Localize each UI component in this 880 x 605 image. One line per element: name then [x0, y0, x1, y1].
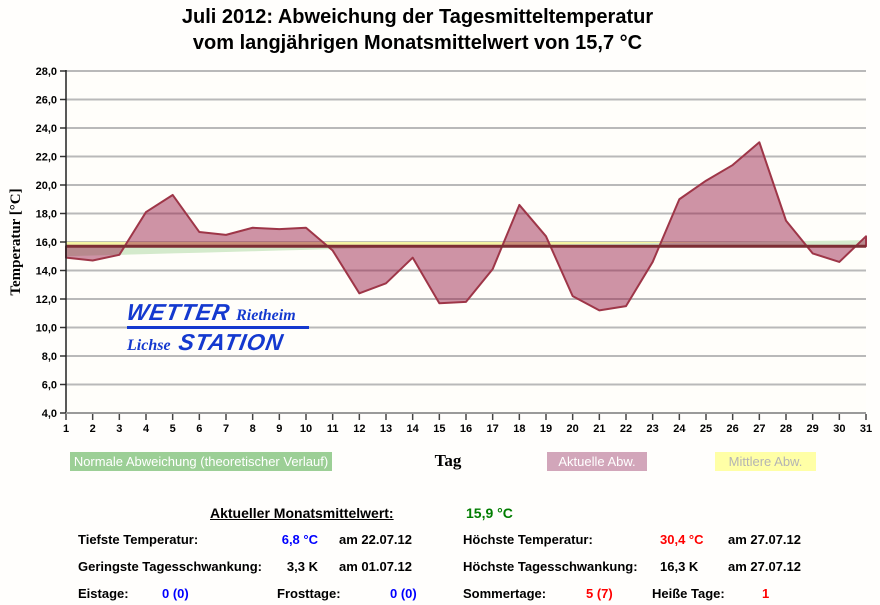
svg-text:6: 6: [196, 423, 202, 435]
svg-text:25: 25: [700, 423, 712, 435]
svg-text:8: 8: [250, 423, 256, 435]
svg-text:11: 11: [327, 423, 339, 435]
svg-text:14,0: 14,0: [36, 266, 57, 278]
svg-text:15: 15: [433, 423, 445, 435]
logo-region-rietheim: Rietheim: [236, 307, 296, 324]
tiefste-temperatur-label: Tiefste Temperatur:: [78, 532, 199, 547]
svg-text:6,0: 6,0: [42, 380, 57, 392]
svg-text:4,0: 4,0: [42, 408, 57, 420]
svg-text:10: 10: [300, 423, 312, 435]
svg-text:30: 30: [833, 423, 845, 435]
x-axis-title: Tag: [434, 451, 462, 470]
monthly-mean-value: 15,9 °C: [466, 505, 513, 521]
sommertage-value: 5 (7): [586, 586, 613, 601]
svg-text:24,0: 24,0: [36, 123, 57, 135]
heisse-tage-value: 1: [762, 586, 770, 601]
logo-word-station: STATION: [176, 329, 286, 355]
svg-text:21: 21: [593, 423, 605, 435]
tiefste-temperatur-value: 6,8 °C: [281, 532, 318, 547]
svg-text:22: 22: [620, 423, 632, 435]
svg-text:20,0: 20,0: [36, 180, 57, 192]
svg-text:3: 3: [116, 423, 122, 435]
logo-row-bottom: Lichse STATION: [127, 329, 317, 355]
chart-title-line2: vom langjährigen Monatsmittelwert von 15…: [192, 32, 643, 54]
legend-normale-abweichung: Normale Abweichung (theoretischer Verlau…: [70, 452, 332, 471]
hoechste-temperatur-date: am 27.07.12: [728, 532, 802, 547]
svg-text:10,0: 10,0: [36, 323, 57, 335]
hoechste-temperatur-value: 30,4 °C: [660, 532, 704, 547]
svg-text:28,0: 28,0: [36, 66, 57, 78]
logo-row-top: WETTER Rietheim: [124, 299, 317, 325]
svg-text:4: 4: [143, 423, 150, 435]
geringste-schwankung-date: am 01.07.12: [339, 559, 413, 574]
svg-text:12: 12: [353, 423, 365, 435]
chart-title-line1: Juli 2012: Abweichung der Tagesmitteltem…: [181, 6, 654, 28]
svg-text:5: 5: [170, 423, 176, 435]
frosttage-value: 0 (0): [390, 586, 417, 601]
svg-text:22,0: 22,0: [36, 152, 57, 164]
svg-text:26,0: 26,0: [36, 95, 57, 107]
frosttage-label: Frosttage:: [277, 586, 341, 601]
svg-text:18: 18: [513, 423, 525, 435]
sommertage-label: Sommertage:: [463, 586, 547, 601]
svg-text:29: 29: [807, 423, 819, 435]
svg-text:31: 31: [860, 423, 872, 435]
eistage-value: 0 (0): [162, 586, 189, 601]
hoechste-schwankung-date: am 27.07.12: [728, 559, 802, 574]
geringste-schwankung-label: Geringste Tagesschwankung:: [78, 559, 262, 574]
svg-text:13: 13: [380, 423, 392, 435]
svg-text:18,0: 18,0: [36, 209, 57, 221]
temperature-deviation-chart: 4,0 6,0 8,0 10,0 12,0 14,0 16,0 18,0 20,0 22,0 24,…: [8, 66, 872, 435]
svg-text:24: 24: [673, 423, 686, 435]
svg-text:28: 28: [780, 423, 792, 435]
logo-word-wetter: WETTER: [124, 299, 233, 325]
weather-station-logo: WETTER Rietheim Lichse STATION: [124, 299, 317, 355]
svg-text:8,0: 8,0: [42, 351, 57, 363]
eistage-label: Eistage:: [78, 586, 129, 601]
svg-text:23: 23: [647, 423, 659, 435]
legend-aktuelle-abweichung: Aktuelle Abw.: [547, 452, 647, 471]
svg-text:2: 2: [90, 423, 96, 435]
tiefste-temperatur-date: am 22.07.12: [339, 532, 413, 547]
heisse-tage-label: Heiße Tage:: [652, 586, 725, 601]
svg-text:9: 9: [276, 423, 282, 435]
svg-text:12,0: 12,0: [36, 294, 57, 306]
svg-text:27: 27: [753, 423, 765, 435]
svg-text:20: 20: [567, 423, 579, 435]
svg-text:7: 7: [223, 423, 229, 435]
svg-text:16,0: 16,0: [36, 237, 57, 249]
svg-text:16: 16: [460, 423, 472, 435]
hoechste-schwankung-label: Höchste Tagesschwankung:: [463, 559, 638, 574]
chart-title: Juli 2012: Abweichung der Tagesmitteltem…: [0, 4, 835, 56]
logo-divider-line: [127, 326, 309, 329]
geringste-schwankung-value: 3,3 K: [286, 559, 318, 574]
svg-text:17: 17: [487, 423, 499, 435]
svg-text:1: 1: [63, 423, 69, 435]
legend-mittlere-abweichung: Mittlere Abw.: [715, 452, 816, 471]
svg-text:14: 14: [407, 423, 420, 435]
monthly-mean-label: Aktueller Monatsmittelwert:: [210, 505, 394, 521]
hoechste-temperatur-label: Höchste Temperatur:: [463, 532, 593, 547]
hoechste-schwankung-value: 16,3 K: [660, 559, 699, 574]
svg-text:Temperatur [°C]: Temperatur [°C]: [8, 188, 24, 295]
logo-word-lichse: Lichse: [127, 337, 171, 354]
svg-text:19: 19: [540, 423, 552, 435]
svg-text:26: 26: [727, 423, 739, 435]
